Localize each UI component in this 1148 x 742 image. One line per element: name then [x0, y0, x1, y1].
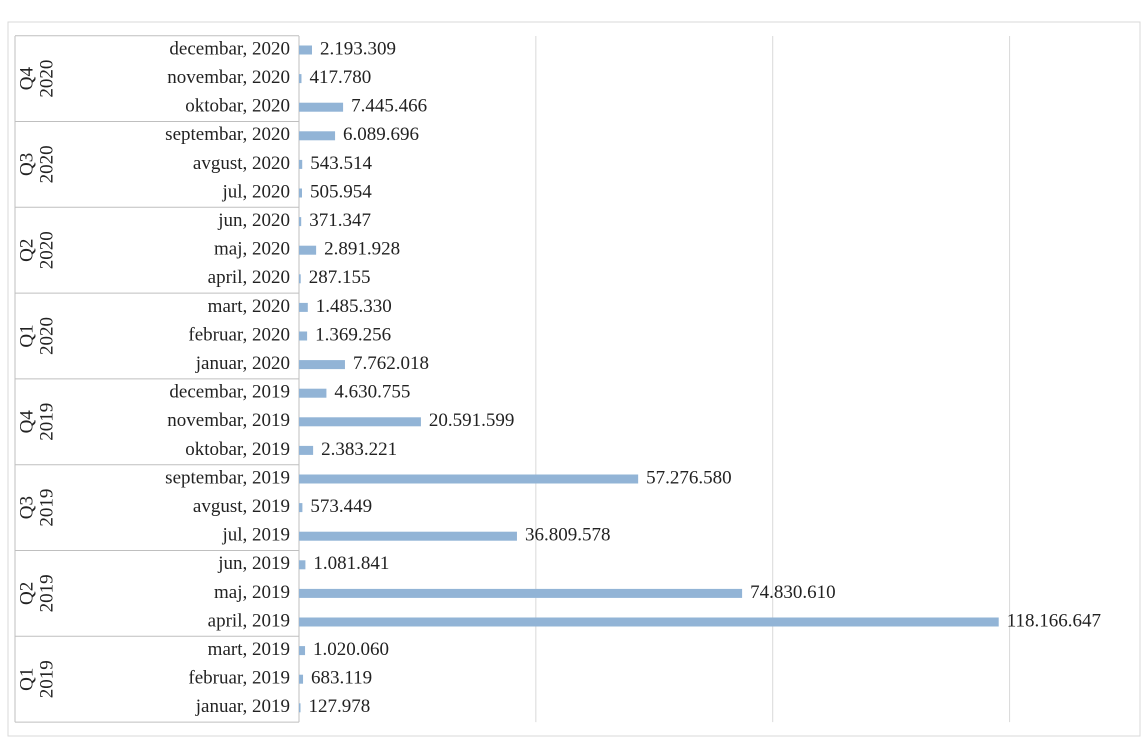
- bar: [299, 474, 639, 484]
- chart-frame: [7, 21, 1141, 737]
- quarter-label: Q1: [16, 324, 37, 347]
- bar: [299, 674, 304, 684]
- value-label: 1.020.060: [313, 639, 389, 660]
- value-label: 74.830.610: [750, 582, 836, 603]
- value-label: 4.630.755: [334, 382, 410, 403]
- value-label: 2.891.928: [324, 239, 400, 260]
- category-label: septembar, 2019: [165, 467, 290, 488]
- quarter-label: Q4: [16, 410, 37, 434]
- category-label: avgust, 2020: [193, 153, 290, 174]
- year-label: 2019: [36, 489, 57, 527]
- year-label: 2020: [36, 231, 57, 269]
- bar: [299, 331, 308, 341]
- quarter-label: Q4: [16, 66, 37, 90]
- category-label: mart, 2019: [208, 639, 290, 660]
- bar: [299, 646, 306, 656]
- value-label: 371.347: [309, 210, 371, 231]
- category-label: oktobar, 2020: [185, 96, 290, 117]
- bar: [299, 617, 999, 627]
- bar: [299, 159, 303, 169]
- category-label: februar, 2019: [188, 668, 290, 689]
- value-label: 118.166.647: [1007, 610, 1101, 631]
- category-label: maj, 2019: [214, 582, 290, 603]
- value-label: 7.445.466: [351, 96, 427, 117]
- value-label: 2.383.221: [321, 439, 397, 460]
- year-label: 2020: [36, 145, 57, 183]
- year-label: 2019: [36, 660, 57, 698]
- year-label: 2019: [36, 403, 57, 441]
- category-label: oktobar, 2019: [185, 439, 290, 460]
- value-label: 20.591.599: [429, 410, 514, 431]
- value-label: 36.809.578: [525, 525, 611, 546]
- quarter-label: Q2: [16, 582, 37, 605]
- category-label: jun, 2019: [217, 553, 290, 574]
- value-label: 6.089.696: [343, 124, 419, 145]
- category-label: jul, 2020: [221, 181, 290, 202]
- bar: [299, 188, 302, 198]
- category-label: januar, 2020: [195, 353, 290, 374]
- quarter-label: Q3: [16, 496, 37, 519]
- category-label: januar, 2019: [195, 696, 290, 717]
- bar: [299, 503, 303, 513]
- category-label: decembar, 2020: [169, 38, 290, 59]
- category-label: mart, 2020: [208, 296, 290, 317]
- bar: [299, 245, 317, 255]
- category-label: februar, 2020: [188, 324, 290, 345]
- bar: [299, 703, 301, 713]
- bar: [299, 388, 327, 398]
- value-label: 57.276.580: [646, 467, 732, 488]
- bar: [299, 531, 517, 541]
- bar: [299, 45, 312, 55]
- bar: [299, 131, 336, 141]
- value-label: 683.119: [311, 668, 372, 689]
- category-label: novembar, 2020: [167, 67, 290, 88]
- bar: [299, 360, 345, 370]
- value-label: 2.193.309: [320, 38, 396, 59]
- category-label: avgust, 2019: [193, 496, 290, 517]
- category-label: novembar, 2019: [167, 410, 290, 431]
- quarter-label: Q3: [16, 153, 37, 176]
- category-label: maj, 2020: [214, 239, 290, 260]
- value-label: 1.369.256: [315, 324, 391, 345]
- value-label: 287.155: [309, 267, 371, 288]
- category-label: jul, 2019: [221, 525, 290, 546]
- value-label: 573.449: [310, 496, 372, 517]
- bar: [299, 274, 301, 284]
- bar: [299, 74, 302, 84]
- year-label: 2019: [36, 574, 57, 612]
- bar: [299, 417, 421, 427]
- bar: [299, 560, 306, 570]
- value-label: 1.485.330: [316, 296, 392, 317]
- category-label: jun, 2020: [217, 210, 290, 231]
- bar: [299, 302, 308, 312]
- category-label: decembar, 2019: [169, 382, 290, 403]
- category-label: april, 2019: [208, 610, 290, 631]
- category-label: septembar, 2020: [165, 124, 290, 145]
- bar: [299, 445, 314, 455]
- year-label: 2020: [36, 60, 57, 98]
- bar: [299, 217, 302, 227]
- category-label: april, 2020: [208, 267, 290, 288]
- year-label: 2020: [36, 317, 57, 355]
- quarter-label: Q1: [16, 668, 37, 691]
- value-label: 127.978: [309, 696, 371, 717]
- quarter-label: Q2: [16, 239, 37, 262]
- bar: [299, 588, 743, 598]
- value-label: 1.081.841: [313, 553, 389, 574]
- bar: [299, 102, 344, 112]
- value-label: 543.514: [310, 153, 372, 174]
- value-label: 505.954: [310, 181, 372, 202]
- value-label: 417.780: [309, 67, 371, 88]
- value-label: 7.762.018: [353, 353, 429, 374]
